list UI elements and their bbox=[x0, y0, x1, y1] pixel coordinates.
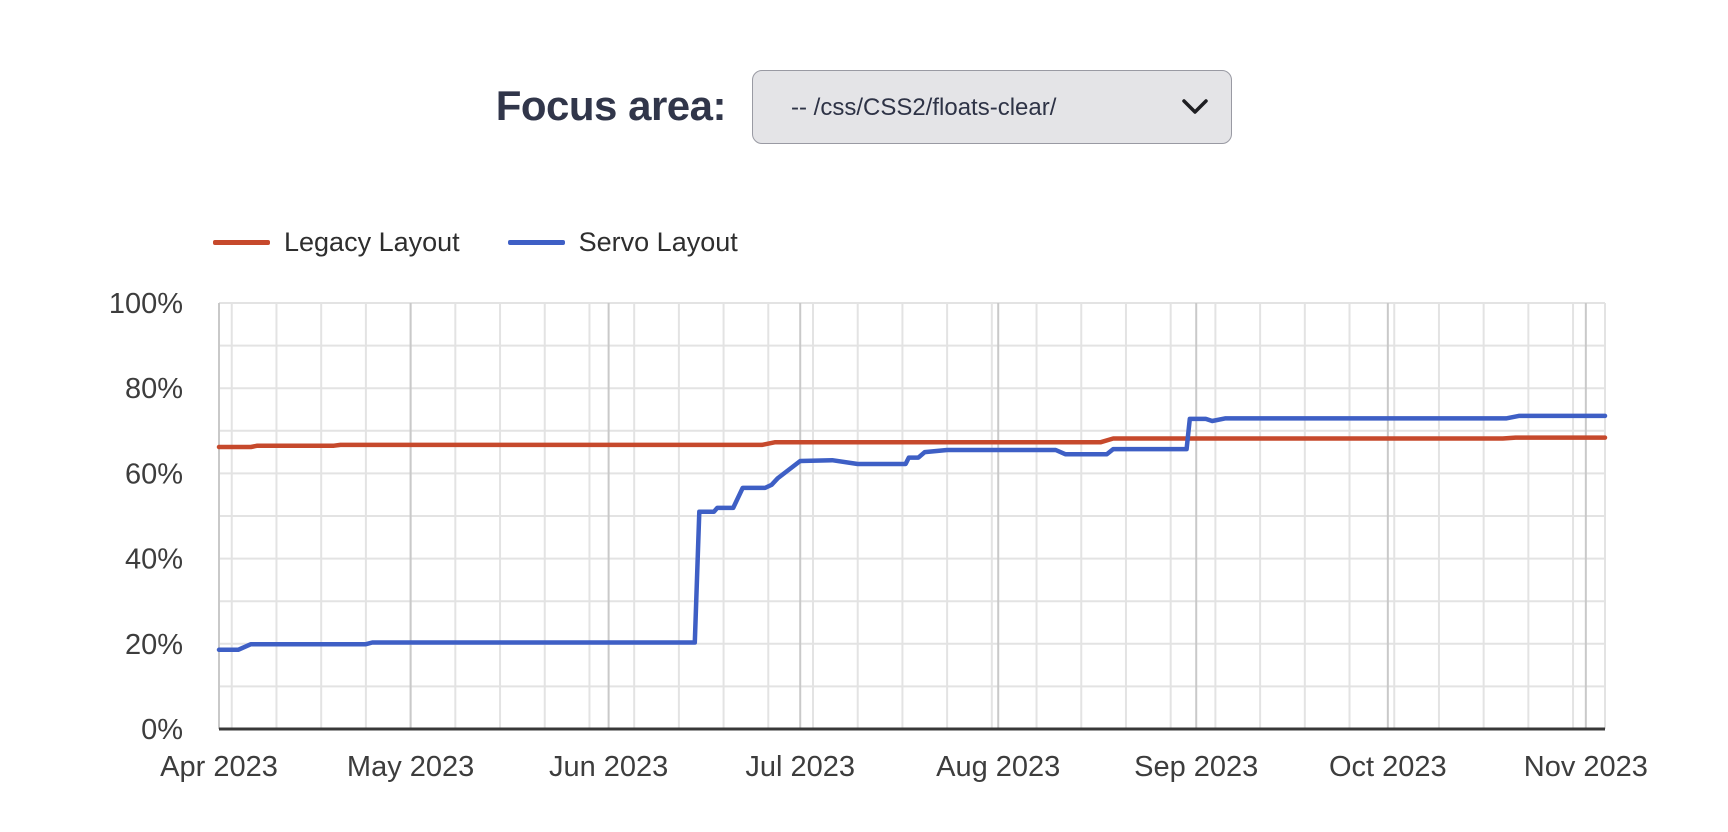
focus-area-select[interactable]: -- /css/CSS2/floats-clear/ bbox=[752, 70, 1232, 144]
legend-label-servo-layout: Servo Layout bbox=[578, 227, 738, 257]
focus-area-select-wrap: -- /css/CSS2/floats-clear/ bbox=[752, 70, 1232, 144]
svg-text:Oct 2023: Oct 2023 bbox=[1329, 751, 1447, 783]
focus-area-label: Focus area: bbox=[495, 82, 727, 129]
svg-text:60%: 60% bbox=[125, 458, 183, 490]
series-line-legacy-layout bbox=[216, 435, 1608, 450]
svg-text:100%: 100% bbox=[109, 288, 183, 320]
svg-text:Nov 2023: Nov 2023 bbox=[1524, 751, 1648, 783]
svg-text:Aug 2023: Aug 2023 bbox=[936, 751, 1060, 783]
legend-item-servo-layout[interactable]: Servo Layout bbox=[507, 227, 738, 258]
servo-line-swatch bbox=[507, 240, 565, 245]
svg-text:0%: 0% bbox=[141, 714, 183, 746]
svg-text:May 2023: May 2023 bbox=[347, 751, 474, 783]
svg-text:Apr 2023: Apr 2023 bbox=[160, 751, 278, 783]
svg-text:20%: 20% bbox=[125, 629, 183, 661]
series-line-servo-layout bbox=[216, 413, 1608, 653]
legend-label-legacy-layout: Legacy Layout bbox=[284, 227, 460, 257]
svg-text:Jul 2023: Jul 2023 bbox=[745, 751, 855, 783]
legacy-line-swatch bbox=[213, 240, 270, 245]
svg-text:40%: 40% bbox=[125, 544, 183, 576]
svg-text:80%: 80% bbox=[125, 373, 183, 405]
legend-item-legacy-layout[interactable]: Legacy Layout bbox=[213, 227, 460, 258]
svg-text:Jun 2023: Jun 2023 bbox=[549, 751, 668, 783]
svg-text:Sep 2023: Sep 2023 bbox=[1134, 751, 1258, 783]
chart-legend: Legacy Layout Servo Layout bbox=[213, 227, 738, 258]
